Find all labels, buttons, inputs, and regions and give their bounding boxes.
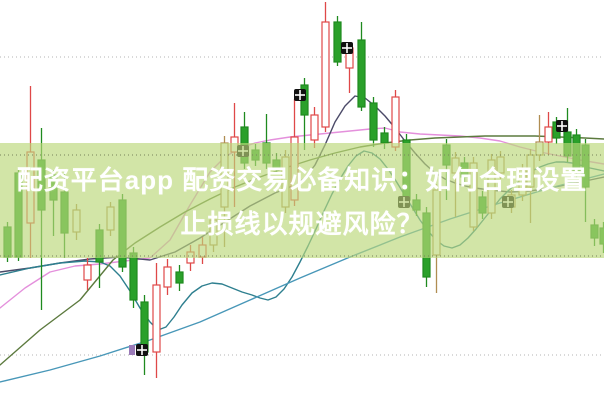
candle-body-red — [310, 114, 319, 141]
headline-banner — [0, 143, 604, 258]
candle-body-red — [544, 126, 553, 143]
candle-body-red — [321, 21, 330, 128]
candle-body-green — [175, 271, 184, 284]
candle-body-green — [369, 102, 378, 141]
candle-body-green — [129, 252, 138, 301]
candle-body-green — [357, 39, 366, 108]
headline-line-1: 配资平台app 配资交易必备知识：如何合理设置 — [16, 165, 588, 195]
candle-body-red — [83, 264, 92, 281]
candle-body-green — [333, 21, 342, 63]
candle-body-red — [163, 266, 172, 288]
candle-body-red — [152, 284, 161, 353]
headline-line-2: 止损线以规避风险？ — [180, 209, 424, 239]
event-marker-accent — [129, 345, 135, 355]
candle-body-green — [380, 132, 389, 144]
candle-body-red — [391, 96, 400, 148]
